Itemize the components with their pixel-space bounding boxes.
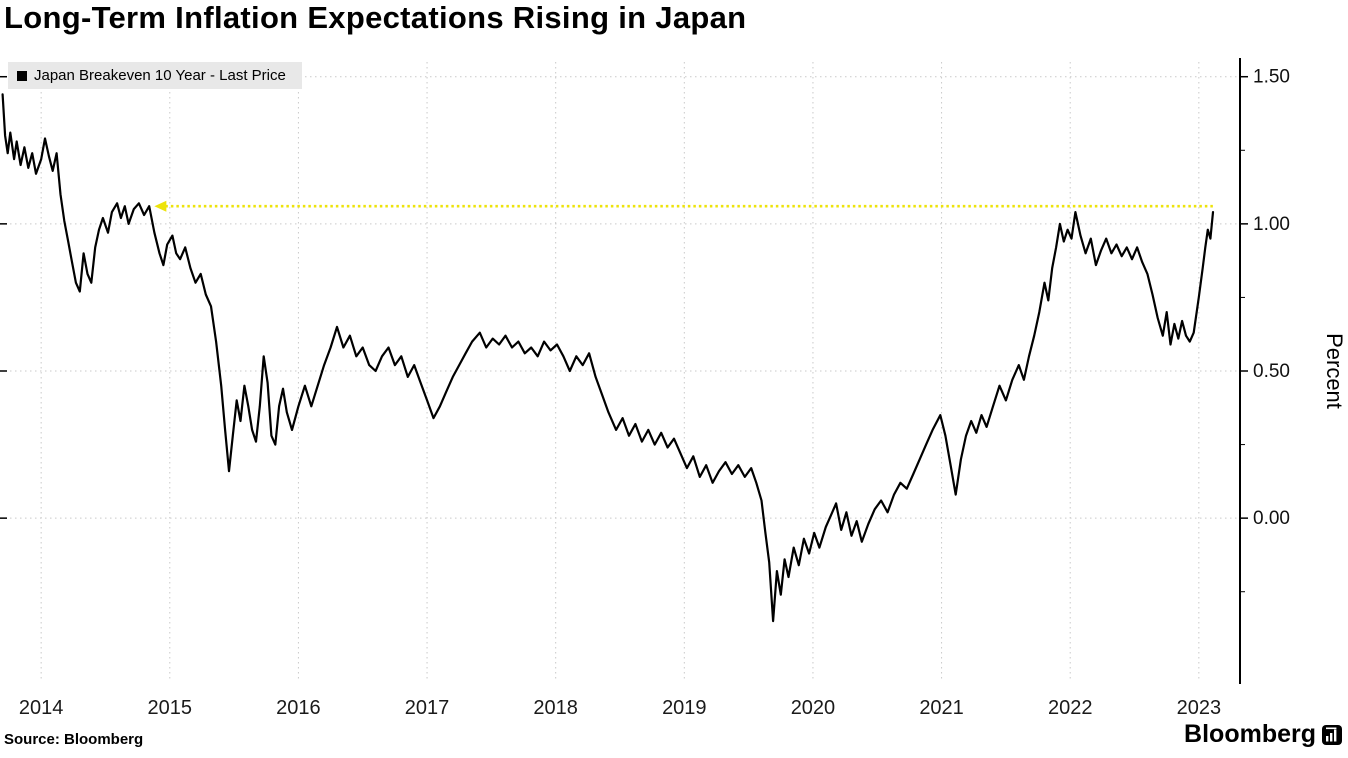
y-tick-label: 1.50 [1253,67,1290,88]
bloomberg-terminal-icon [1322,724,1342,745]
x-tick-label: 2018 [533,697,578,719]
y-tick-label: 0.50 [1253,361,1290,382]
y-axis: 1.50 1.00 0.50 0.00 [1239,58,1290,684]
x-tick-label: 2022 [1048,697,1093,719]
gridlines [0,62,1240,680]
series [1,93,1215,623]
bloomberg-logo: Bloomberg [1184,720,1343,749]
page-title: Long-Term Inflation Expectations Rising … [4,0,747,35]
legend: Japan Breakeven 10 Year - Last Price [8,62,302,89]
annotation-arrow-icon [154,200,167,212]
annotation-line [154,200,1216,212]
y-axis-title-text: Percent [1322,333,1347,409]
x-tick-label: 2020 [791,697,836,719]
x-tick-label: 2016 [276,697,321,719]
x-tick-label: 2015 [148,697,193,719]
x-tick-label: 2023 [1177,697,1222,719]
x-tick-label: 2014 [19,697,64,719]
x-tick-label: 2017 [405,697,450,719]
left-edge-ticks [0,75,7,519]
x-tick-label: 2021 [919,697,964,719]
x-axis-labels: 2014 2015 2016 2017 2018 2019 2020 2021 2022 2023 [19,697,1221,719]
legend-label: Japan Breakeven 10 Year - Last Price [34,67,286,84]
series-line [1,93,1215,623]
y-axis-title: Percent [1322,333,1347,409]
source-note: Source: Bloomberg [4,731,144,748]
bloomberg-wordmark: Bloomberg [1184,720,1316,748]
x-tick-label: 2019 [662,697,707,719]
y-tick-label: 0.00 [1253,508,1290,529]
legend-marker-icon [17,70,27,81]
y-tick-label: 1.00 [1253,214,1290,235]
